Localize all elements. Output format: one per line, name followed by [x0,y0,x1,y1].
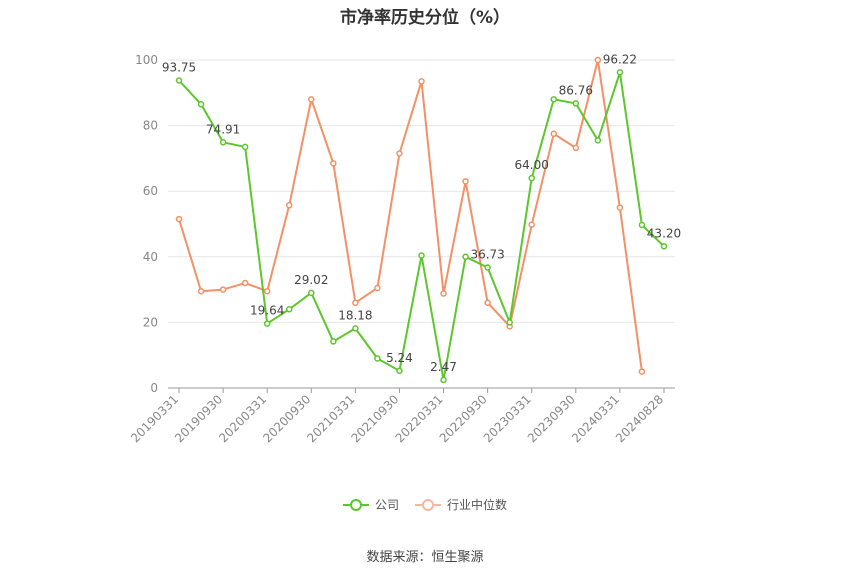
point-1-14 [484,299,491,306]
y-tick-label-100: 100 [135,53,158,67]
point-0-2 [219,139,227,146]
point-1-12 [440,290,447,297]
point-1-3 [241,279,249,287]
point-1-19 [594,56,602,64]
point-0-19 [594,137,602,144]
point-0-8 [352,325,359,332]
point-0-0 [175,77,183,84]
point-0-1 [197,101,205,108]
data-label-6: 29.02 [294,273,328,287]
point-0-6 [308,289,315,297]
data-label-16: 64.00 [515,158,549,172]
point-0-13 [462,253,469,261]
point-0-20 [616,69,624,76]
point-1-20 [616,204,624,211]
data-label-22: 43.20 [647,226,681,240]
legend-item-company[interactable]: 公司 [342,496,399,513]
point-0-22 [660,243,668,250]
y-tick-label-0: 0 [150,381,158,395]
point-0-16 [528,174,535,182]
data-label-20: 96.22 [603,52,637,66]
data-label-4: 19.64 [250,304,284,318]
point-1-17 [550,130,558,138]
data-label-10: 5.24 [386,351,413,365]
data-labels: 93.75 74.91 19.64 29.02 18.18 5.24 2.47 36.73 64… [162,52,681,374]
point-0-5 [285,306,293,313]
data-label-0: 93.75 [162,61,196,75]
point-1-1 [197,287,205,295]
legend-company-marker [342,498,369,511]
legend-industry-label: 行业中位数 [447,498,508,512]
data-label-18: 86.76 [559,83,593,97]
point-0-4 [263,320,271,327]
point-0-15 [506,319,513,326]
point-1-2 [219,286,227,293]
point-0-3 [241,143,249,151]
point-1-18 [572,144,580,152]
point-1-8 [352,299,359,306]
point-1-16 [528,221,535,228]
legend: 公司 行业中位数 [0,496,850,513]
point-1-5 [285,202,293,209]
point-0-21 [638,221,646,229]
chart-title: 市净率历史分位（%） [339,8,511,28]
data-source: 数据来源：恒生聚源 [366,550,484,565]
series-line-0 [178,71,665,381]
axes: 0204060801002019033120190930202003312020… [128,53,675,445]
point-0-18 [572,100,580,107]
point-0-10 [396,367,403,375]
point-1-7 [330,160,337,167]
legend-industry-marker [415,498,441,511]
point-1-6 [308,96,315,103]
point-1-0 [175,215,183,223]
point-0-12 [440,376,447,384]
data-label-12: 2.47 [430,360,457,374]
series-lines [175,56,668,384]
y-tick-label-80: 80 [143,119,158,133]
point-1-10 [396,150,403,157]
legend-item-industry[interactable]: 行业中位数 [415,496,507,513]
data-label-14: 36.73 [470,248,504,262]
point-0-17 [550,96,558,103]
point-0-7 [330,338,337,345]
data-label-8: 18.18 [338,308,372,322]
point-0-14 [484,264,491,271]
data-label-2: 74.91 [206,122,240,136]
x-tick-label-20240828: 20240828 [613,392,666,445]
point-1-11 [418,78,425,85]
legend-company-label: 公司 [374,498,399,512]
y-tick-label-60: 60 [143,184,158,198]
point-1-9 [374,284,381,292]
y-tick-label-40: 40 [143,250,158,264]
point-1-4 [263,287,271,295]
point-1-13 [462,178,469,185]
point-0-9 [374,355,381,362]
y-tick-label-20: 20 [143,315,158,329]
series-line-1 [178,59,643,372]
point-0-11 [418,252,425,259]
point-1-21 [638,368,646,375]
